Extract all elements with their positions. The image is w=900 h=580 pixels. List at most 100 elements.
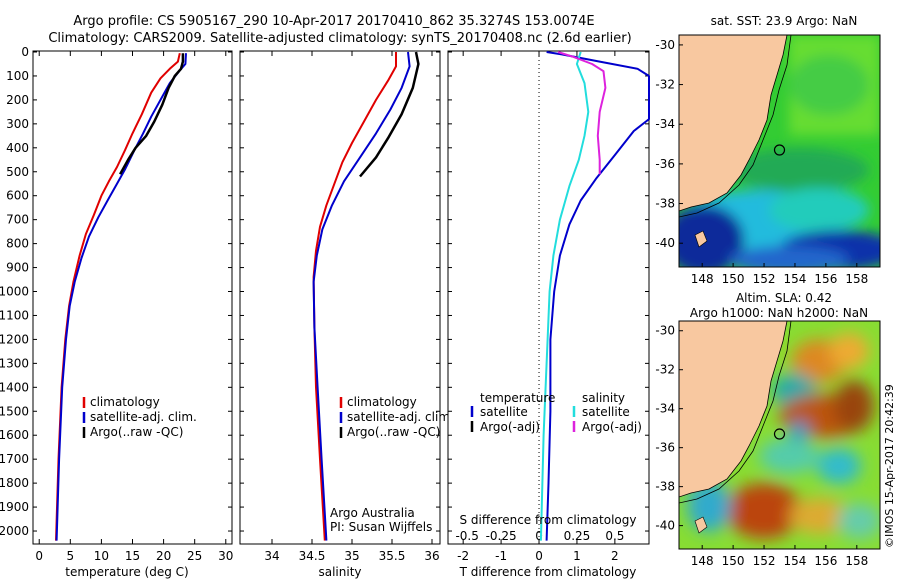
profile-line-argo-raw-qc- xyxy=(359,51,420,178)
lon-tick-label: 154 xyxy=(784,554,807,568)
island xyxy=(694,516,708,534)
sla-map-field xyxy=(679,321,880,549)
depth-tick-label: 700 xyxy=(6,213,29,227)
x-tick-label: 10 xyxy=(94,549,109,563)
depth-tick-label: 1100 xyxy=(0,308,29,322)
x-tick-label: -1 xyxy=(495,549,507,563)
profile-line-t-satellite xyxy=(545,51,650,541)
x-tick-label: 15 xyxy=(125,549,140,563)
legend-label: climatology xyxy=(347,395,417,409)
depth-tick-label: 900 xyxy=(6,261,29,275)
lon-tick-label: 152 xyxy=(753,272,776,286)
depth-tick-label: 1900 xyxy=(0,500,29,514)
lat-tick-label: -36 xyxy=(655,157,675,171)
depth-tick-label: 600 xyxy=(6,189,29,203)
x-tick-label: 25 xyxy=(187,549,202,563)
sla-map: Altim. SLA: 0.42 Argo h1000: NaN h2000: … xyxy=(655,291,881,568)
legend-title-salinity: salinity xyxy=(582,391,625,405)
depth-tick-label: 100 xyxy=(6,69,29,83)
annotation-pi: PI: Susan Wijffels xyxy=(330,520,432,534)
sla-map-title: Altim. SLA: 0.42 xyxy=(736,291,832,305)
temperature-profiles xyxy=(55,52,187,541)
depth-tick-label: 1200 xyxy=(0,332,29,346)
x-tick-label: 0 xyxy=(535,549,543,563)
legend-label: Argo(..raw -QC) xyxy=(347,425,440,439)
lat-tick-label: -34 xyxy=(655,402,675,416)
profile-line-satellite-adj-clim- xyxy=(312,51,411,541)
depth-tick-label: 800 xyxy=(6,237,29,251)
depth-tick-label: 1000 xyxy=(0,285,29,299)
lon-tick-label: 156 xyxy=(814,272,837,286)
legend-title-temperature: temperature xyxy=(480,391,555,405)
depth-tick-label: 1400 xyxy=(0,380,29,394)
temperature-legend: climatology satellite-adj. clim. Argo(..… xyxy=(82,395,197,439)
salinity-y-ticks xyxy=(240,51,440,532)
x-tick-label: 35.5 xyxy=(379,549,406,563)
depth-tick-label: 1700 xyxy=(0,452,29,466)
x-tick-label: 34.5 xyxy=(299,549,326,563)
depth-axis: 0 100 200 300 400 500 600 700 800 900 1000 1100 1200… xyxy=(0,45,232,538)
landmass xyxy=(679,321,788,498)
depth-tick-label: 500 xyxy=(6,165,29,179)
depth-tick-label: 400 xyxy=(6,141,29,155)
profile-line-s-argo-adj- xyxy=(557,51,607,175)
lon-tick-label: 148 xyxy=(691,554,714,568)
difference-y-ticks xyxy=(448,51,649,532)
salinity-profiles xyxy=(312,51,420,541)
x-tick-label: 34 xyxy=(264,549,279,563)
x-tick-label: 2 xyxy=(611,549,619,563)
difference-top-label: S difference from climatology xyxy=(460,513,637,527)
salinity-x-axis: 34 34.5 35 35.5 36 xyxy=(264,51,440,563)
sst-map: sat. SST: 23.9 Argo: NaN -30 -32 -34 -36 xyxy=(655,14,881,286)
x-tick-label: 35 xyxy=(344,549,359,563)
lat-tick-label: -32 xyxy=(655,78,675,92)
x-top-tick-label: -0.25 xyxy=(486,529,517,543)
x-tick-label: 5 xyxy=(66,549,74,563)
lon-tick-label: 158 xyxy=(845,554,868,568)
lon-tick-label: 154 xyxy=(784,272,807,286)
temperature-x-label: temperature (deg C) xyxy=(65,565,188,579)
legend-label: satellite-adj. clim. xyxy=(90,410,197,424)
difference-x-label: T difference from climatology xyxy=(459,565,637,579)
depth-tick-label: 0 xyxy=(21,45,29,59)
x-tick-label: 20 xyxy=(156,549,171,563)
imos-credit: ©IMOS 15-Apr-2017 20:42:39 xyxy=(883,384,896,548)
lat-tick-label: -38 xyxy=(655,480,675,494)
profile-line-argo-raw-qc- xyxy=(119,53,185,175)
temperature-panel: 0100200300400500600700800900100011001200… xyxy=(0,45,233,579)
lat-tick-label: -32 xyxy=(655,363,675,377)
x-top-tick-label: 0 xyxy=(535,529,543,543)
depth-tick-label: 1800 xyxy=(0,476,29,490)
x-top-tick-label: 0.25 xyxy=(564,529,591,543)
lat-tick-label: -36 xyxy=(655,441,675,455)
lat-tick-label: -38 xyxy=(655,197,675,211)
sst-map-title: sat. SST: 23.9 Argo: NaN xyxy=(711,14,858,28)
profile-line-s-satellite xyxy=(539,51,590,541)
difference-legend: temperature salinity satellite Argo(-adj… xyxy=(470,391,642,434)
legend-label: climatology xyxy=(90,395,160,409)
argo-position-marker xyxy=(773,428,786,440)
depth-tick-label: 1300 xyxy=(0,356,29,370)
sst-map-lat-ticks: -30 -32 -34 -36 -38 -40 xyxy=(655,38,683,250)
depth-tick-label: 2000 xyxy=(0,524,29,538)
annotation-argo-australia: Argo Australia xyxy=(330,506,415,520)
lat-tick-label: -40 xyxy=(655,519,675,533)
salinity-axes-frame xyxy=(239,50,441,545)
x-top-tick-label: -0.5 xyxy=(455,529,478,543)
isobath-contour xyxy=(679,321,792,504)
depth-tick-label: 1500 xyxy=(0,404,29,418)
sla-map-lon-ticks: 148 150 152 154 156 158 xyxy=(691,545,868,568)
lon-tick-label: 156 xyxy=(814,554,837,568)
lon-tick-label: 148 xyxy=(691,272,714,286)
legend-label: satellite xyxy=(582,405,630,419)
salinity-legend: climatology satellite-adj. clim. Argo(..… xyxy=(339,395,454,439)
salinity-x-label: salinity xyxy=(318,565,361,579)
x-tick-label: -2 xyxy=(457,549,469,563)
temperature-axes-frame xyxy=(32,50,233,545)
legend-label: Argo(-adj) xyxy=(480,420,540,434)
island xyxy=(694,230,708,248)
lon-tick-label: 150 xyxy=(722,272,745,286)
difference-profiles xyxy=(539,51,650,541)
lat-tick-label: -34 xyxy=(655,117,675,131)
